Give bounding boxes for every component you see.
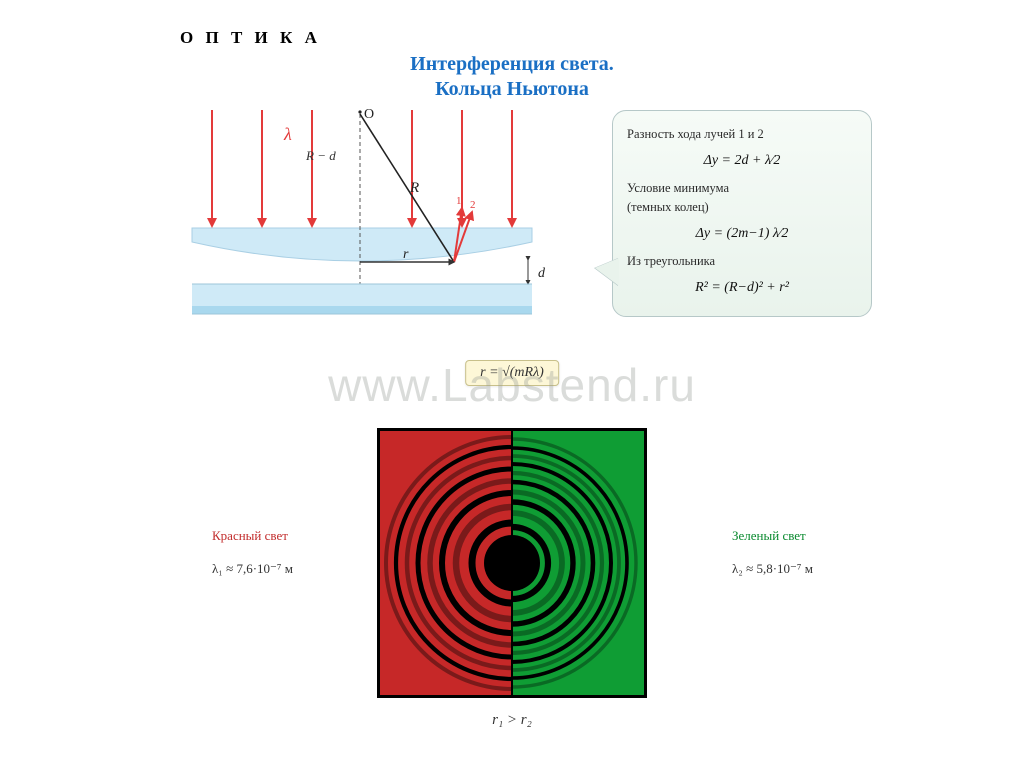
category-label: О П Т И К А: [180, 28, 872, 48]
bubble-line-3: Из треугольника: [627, 252, 857, 270]
svg-text:λ: λ: [283, 124, 292, 144]
red-name: Красный свет: [212, 526, 322, 547]
svg-text:1: 1: [456, 195, 462, 207]
top-section: λ O R R − d 12 r d Разность хода лучей 1 и 2 Δ…: [152, 104, 872, 404]
title-line-2: Кольца Ньютона: [152, 77, 872, 102]
bubble-eq-3: R² = (R−d)² + r²: [627, 278, 857, 298]
svg-text:R − d: R − d: [305, 148, 336, 163]
green-lambda: λ₂ ≈ 5,8·10⁻⁷ м: [732, 559, 842, 580]
bubble-eq-2: Δy = (2m−1) λ⁄2: [627, 224, 857, 244]
page-title: Интерференция света. Кольца Ньютона: [152, 52, 872, 102]
optics-diagram: λ O R R − d 12 r d: [172, 104, 562, 364]
svg-text:R: R: [409, 180, 419, 196]
boxed-formula: r = √(mRλ): [465, 360, 559, 386]
svg-text:O: O: [364, 107, 374, 122]
svg-text:d: d: [538, 266, 546, 281]
bubble-line-2b: (темных колец): [627, 198, 857, 216]
green-name: Зеленый свет: [732, 526, 842, 547]
svg-text:r: r: [403, 247, 409, 262]
red-lambda: λ₁ ≈ 7,6·10⁻⁷ м: [212, 559, 322, 580]
formula-bubble: Разность хода лучей 1 и 2 Δy = 2d + λ⁄2 …: [612, 110, 872, 317]
red-light-label: Красный свет λ₁ ≈ 7,6·10⁻⁷ м: [212, 526, 322, 580]
title-line-1: Интерференция света.: [152, 52, 872, 77]
green-light-label: Зеленый свет λ₂ ≈ 5,8·10⁻⁷ м: [732, 526, 842, 580]
newton-rings: [377, 428, 647, 698]
bottom-section: Красный свет λ₁ ≈ 7,6·10⁻⁷ м Зеленый све…: [152, 428, 872, 758]
bubble-eq-1: Δy = 2d + λ⁄2: [627, 151, 857, 171]
svg-text:2: 2: [470, 199, 476, 211]
bubble-line-1: Разность хода лучей 1 и 2: [627, 125, 857, 143]
bubble-line-2a: Условие минимума: [627, 179, 857, 197]
radius-relation: r₁ > r₂: [492, 712, 532, 729]
